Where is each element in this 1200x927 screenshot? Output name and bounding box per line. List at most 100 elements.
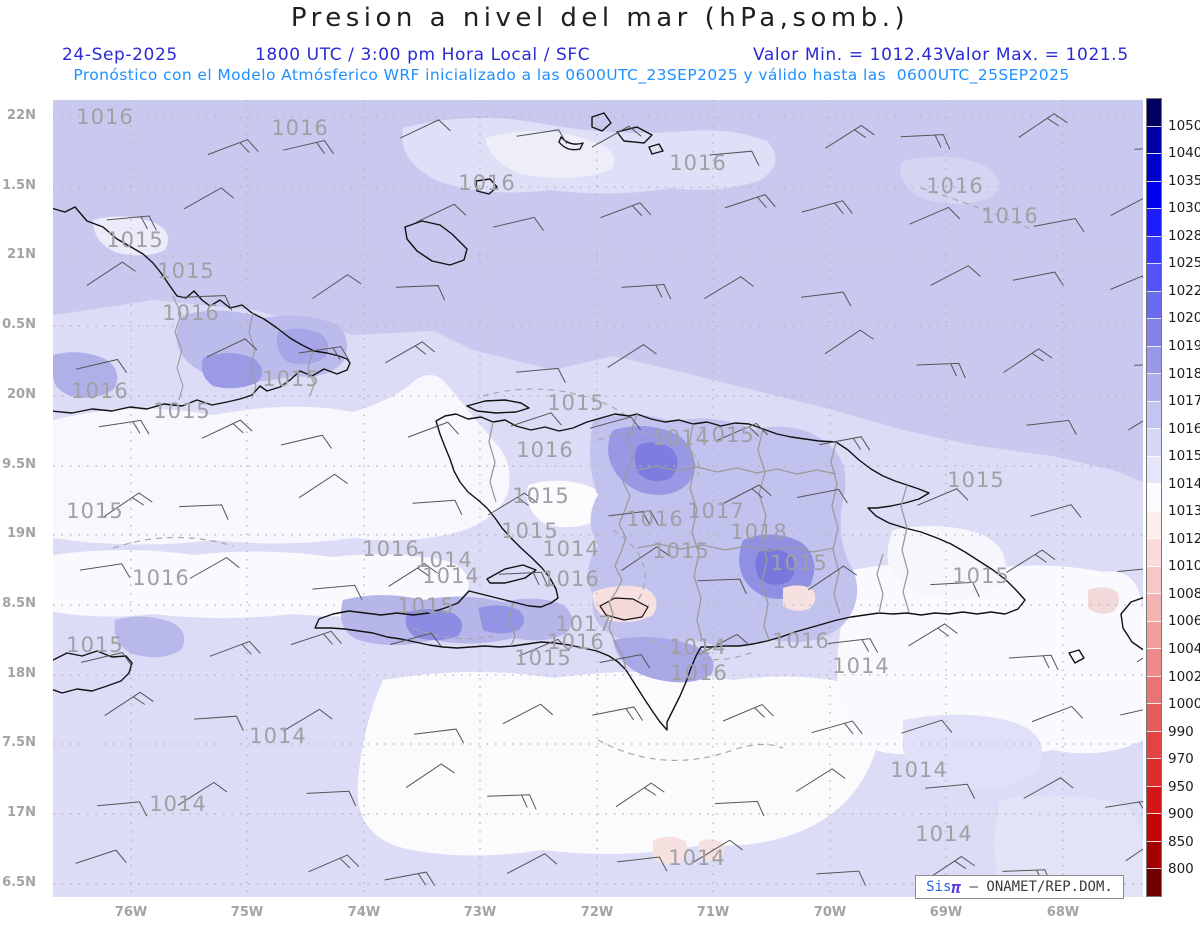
wind-barb <box>492 216 544 231</box>
colorbar-segment <box>1147 594 1161 622</box>
colorbar-segment <box>1147 484 1161 512</box>
colorbar-tick-label: 1017 <box>1168 393 1200 410</box>
wind-barb <box>282 708 333 732</box>
lat-tick-label: 18N <box>7 666 36 681</box>
wind-barb <box>808 565 858 591</box>
colorbar-tick-label: 1028 <box>1168 227 1200 244</box>
lon-tick-label: 75W <box>230 905 264 920</box>
shade-white-windward <box>53 374 510 545</box>
colorbar-tick-label: 1010 <box>1168 558 1200 575</box>
colorbar-segment <box>1147 346 1161 375</box>
wind-barb <box>518 638 570 657</box>
wind-barb <box>599 654 651 669</box>
colorbar-segment <box>1147 319 1161 347</box>
wind-barb <box>709 150 760 166</box>
wind-barb <box>1120 705 1143 720</box>
wind-barbs <box>75 113 1143 886</box>
grid-lines <box>53 100 1143 897</box>
colorbar-tick-label: 1019 <box>1168 337 1200 354</box>
credit-box: Sis π – ONAMET/REP.DOM. <box>915 875 1124 899</box>
colorbar-tick-label: 1050 <box>1168 117 1200 134</box>
wind-barb <box>209 640 261 657</box>
wind-barb <box>801 200 853 215</box>
wind-barb <box>591 125 642 148</box>
wind-barb <box>1013 271 1064 286</box>
wind-barb <box>86 261 136 286</box>
colorbar-tick-label: 1002 <box>1168 668 1200 685</box>
colorbar-tick-label: 970 <box>1168 751 1194 768</box>
wind-barb <box>103 492 153 518</box>
wind-barb <box>308 854 360 873</box>
lat-tick-label: 1.5N <box>2 178 36 193</box>
coastlines <box>53 112 1143 731</box>
page-title: Presion a nivel del mar (hPa,somb.) <box>290 3 910 33</box>
shade-pocket-topright <box>900 156 999 204</box>
wind-barb <box>400 119 451 139</box>
wind-barb <box>312 274 362 299</box>
wind-barb <box>1110 272 1143 290</box>
lon-tick-label: 73W <box>463 905 497 920</box>
colorbar-segment <box>1147 566 1161 595</box>
lat-tick-label: 8.5N <box>2 596 36 611</box>
lat-tick-label: 19N <box>7 526 36 541</box>
wind-barb <box>189 556 240 579</box>
wind-barb <box>177 781 228 806</box>
wind-barb <box>487 492 538 516</box>
colorbar-segment <box>1147 511 1161 540</box>
colorbar-tick-label: 950 <box>1168 778 1194 795</box>
wind-barb <box>697 578 747 595</box>
wind-barb <box>724 194 776 209</box>
colorbar-tick-label: 1022 <box>1168 282 1200 299</box>
wind-barb <box>1125 836 1143 862</box>
wind-barb <box>388 563 438 587</box>
wind-barb <box>916 362 966 379</box>
cuba-coastline <box>53 206 351 414</box>
wind-barb <box>104 691 154 717</box>
puerto-rico-coastline <box>1120 596 1143 651</box>
colorbar-tick-label: 1020 <box>1168 310 1200 327</box>
great-inagua-coastline <box>404 220 468 266</box>
min-value-label: Valor Min. = 1012.43 <box>753 45 945 65</box>
colorbar-segment <box>1147 731 1161 760</box>
wind-barb <box>600 202 652 219</box>
wind-barb <box>201 419 253 439</box>
wind-barb <box>1018 113 1068 138</box>
colorbar-segment <box>1147 456 1161 485</box>
wind-barb <box>722 703 774 722</box>
wind-barb <box>498 571 549 588</box>
mona-island <box>1068 649 1085 664</box>
wind-barb <box>76 358 128 373</box>
wind-barb <box>298 473 349 499</box>
wind-barb <box>179 504 229 520</box>
wind-barb <box>721 484 772 505</box>
wind-barb <box>827 638 879 654</box>
colorbar-segment <box>1147 841 1161 870</box>
wind-barb <box>80 652 133 667</box>
wind-barb <box>930 581 980 598</box>
wind-barb <box>824 329 874 355</box>
wind-barb <box>79 563 131 578</box>
wind-barb <box>502 703 554 725</box>
lat-tick-label: 21N <box>7 247 36 262</box>
lat-tick-label: 22N <box>7 108 36 123</box>
wind-barb <box>1031 705 1083 723</box>
colorbar-tick-label: 1004 <box>1168 641 1200 658</box>
wind-barb <box>717 422 769 441</box>
colorbar-segment <box>1147 154 1161 182</box>
political-borders <box>172 295 910 671</box>
wind-barb <box>487 794 537 810</box>
wind-barb <box>1026 419 1077 435</box>
colorbar-segment <box>1147 209 1161 237</box>
lake-enriquillo <box>599 597 649 621</box>
colorbar-tick-label: 1008 <box>1168 585 1200 602</box>
colorbar-tick-label: 1013 <box>1168 503 1200 520</box>
wind-barb <box>385 341 436 364</box>
wind-barb <box>516 129 568 145</box>
colorbar-segment <box>1147 126 1161 155</box>
wind-barb <box>901 719 953 734</box>
colorbar-segment <box>1147 99 1161 127</box>
wind-barb <box>207 139 259 156</box>
wind-barb <box>909 206 961 225</box>
sispi-logo: Sis <box>926 879 952 895</box>
wind-barb <box>194 715 244 731</box>
